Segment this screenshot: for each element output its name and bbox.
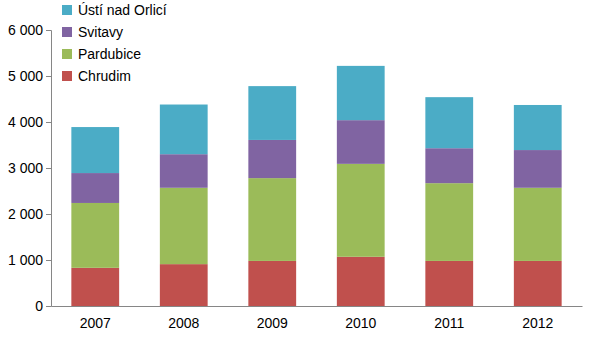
series xyxy=(71,120,561,203)
y-tick: 1 000 xyxy=(8,252,51,268)
bar xyxy=(337,66,385,120)
bar xyxy=(160,188,208,264)
bar xyxy=(425,183,473,261)
bar xyxy=(71,173,119,203)
legend-label: Chrudim xyxy=(78,68,131,84)
x-axis: 2007 2008 2009 2010 2011 2012 xyxy=(52,306,583,331)
x-tick-label: 2008 xyxy=(168,315,199,331)
x-tick: 2012 xyxy=(522,306,553,331)
y-axis: 0 1 000 2 000 3 000 4 000 5 000 6 000 xyxy=(8,22,52,314)
bar xyxy=(514,150,562,188)
y-tick-label: 4 000 xyxy=(8,114,43,130)
bar xyxy=(71,127,119,173)
x-tick-label: 2007 xyxy=(80,315,111,331)
chart: 01 0002 0003 0004 0005 0006 000200720082… xyxy=(0,0,606,358)
x-tick-label: 2010 xyxy=(345,315,376,331)
bar xyxy=(514,261,562,306)
y-tick: 2 000 xyxy=(8,206,51,222)
x-tick: 2011 xyxy=(434,306,464,331)
y-tick-mark xyxy=(46,168,51,169)
legend-label: Pardubice xyxy=(78,46,141,62)
bar xyxy=(248,178,296,261)
bar xyxy=(337,164,385,257)
bar xyxy=(248,140,296,178)
x-tick-label: 2012 xyxy=(522,315,553,331)
x-axis-line xyxy=(52,306,583,307)
y-tick: 0 xyxy=(35,298,51,314)
y-tick-mark xyxy=(46,260,51,261)
y-tick-label: 5 000 xyxy=(8,68,43,84)
legend-item: Pardubice xyxy=(62,46,141,62)
legend-swatch xyxy=(62,5,72,15)
y-tick: 5 000 xyxy=(8,68,51,84)
y-tick-label: 6 000 xyxy=(8,22,43,38)
x-tick: 2010 xyxy=(345,306,376,331)
x-tick-label: 2011 xyxy=(434,315,464,331)
y-tick-mark xyxy=(46,30,51,31)
bar xyxy=(248,261,296,306)
series xyxy=(71,66,561,173)
x-tick: 2008 xyxy=(168,306,199,331)
bar xyxy=(160,105,208,155)
legend-swatch xyxy=(62,71,72,81)
x-tick: 2007 xyxy=(80,306,111,331)
bar xyxy=(514,188,562,261)
y-tick-mark xyxy=(46,76,51,77)
bar xyxy=(248,86,296,140)
legend-label: Svitavy xyxy=(78,24,123,40)
legend-item: Svitavy xyxy=(62,24,123,40)
bar xyxy=(425,97,473,148)
y-tick-label: 3 000 xyxy=(8,160,43,176)
legend: Ústí nad Orlicí Svitavy Pardubice Chrudim xyxy=(62,2,167,84)
bar xyxy=(160,154,208,188)
bars xyxy=(71,66,561,306)
bar xyxy=(425,261,473,306)
y-tick-mark xyxy=(46,214,51,215)
legend-swatch xyxy=(62,49,72,59)
y-tick: 4 000 xyxy=(8,114,51,130)
bar xyxy=(71,203,119,268)
y-tick-mark xyxy=(46,122,51,123)
bar xyxy=(337,120,385,164)
bar xyxy=(425,148,473,183)
legend-swatch xyxy=(62,27,72,37)
y-tick: 6 000 xyxy=(8,22,51,38)
series xyxy=(71,257,561,306)
y-tick-label: 1 000 xyxy=(8,252,43,268)
bar xyxy=(160,264,208,306)
y-tick-mark xyxy=(46,306,51,307)
legend-item: Chrudim xyxy=(62,68,131,84)
y-axis-line xyxy=(46,31,52,307)
legend-item: Ústí nad Orlicí xyxy=(62,2,167,18)
x-tick-label: 2009 xyxy=(257,315,288,331)
plot-area: 01 0002 0003 0004 0005 0006 000200720082… xyxy=(8,2,583,331)
y-tick-label: 0 xyxy=(35,298,43,314)
y-tick-label: 2 000 xyxy=(8,206,43,222)
bar xyxy=(514,105,562,150)
x-tick: 2009 xyxy=(257,306,288,331)
series xyxy=(71,164,561,268)
bar xyxy=(71,268,119,306)
legend-label: Ústí nad Orlicí xyxy=(78,2,167,18)
bar xyxy=(337,257,385,306)
y-tick: 3 000 xyxy=(8,160,51,176)
